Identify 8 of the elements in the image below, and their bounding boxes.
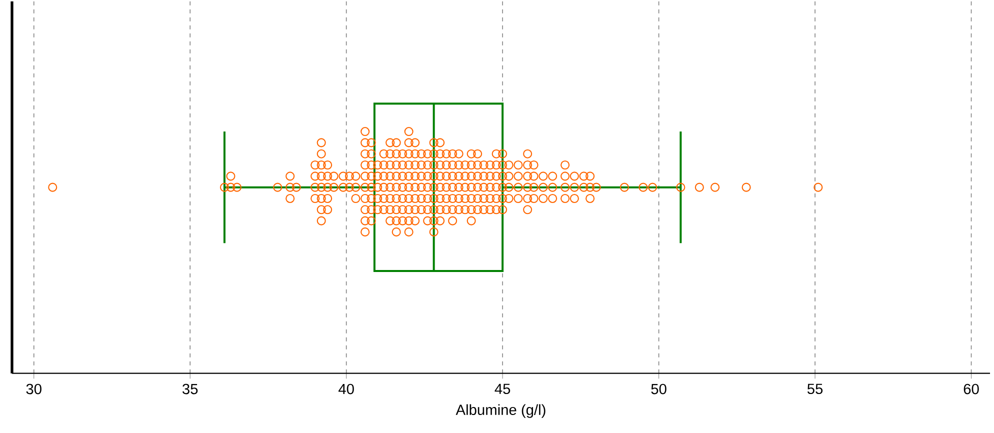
x-tick-label: 60 [964, 384, 979, 394]
x-tick-label: 30 [26, 384, 42, 394]
x-tick-label: 55 [807, 384, 823, 394]
x-tick-label: 40 [338, 384, 354, 394]
x-tick-label: 45 [494, 384, 510, 394]
x-tick-label: 50 [651, 384, 666, 394]
x-tick-label: 35 [182, 384, 198, 394]
x-axis-title: Albumine (g/l) [456, 404, 546, 418]
